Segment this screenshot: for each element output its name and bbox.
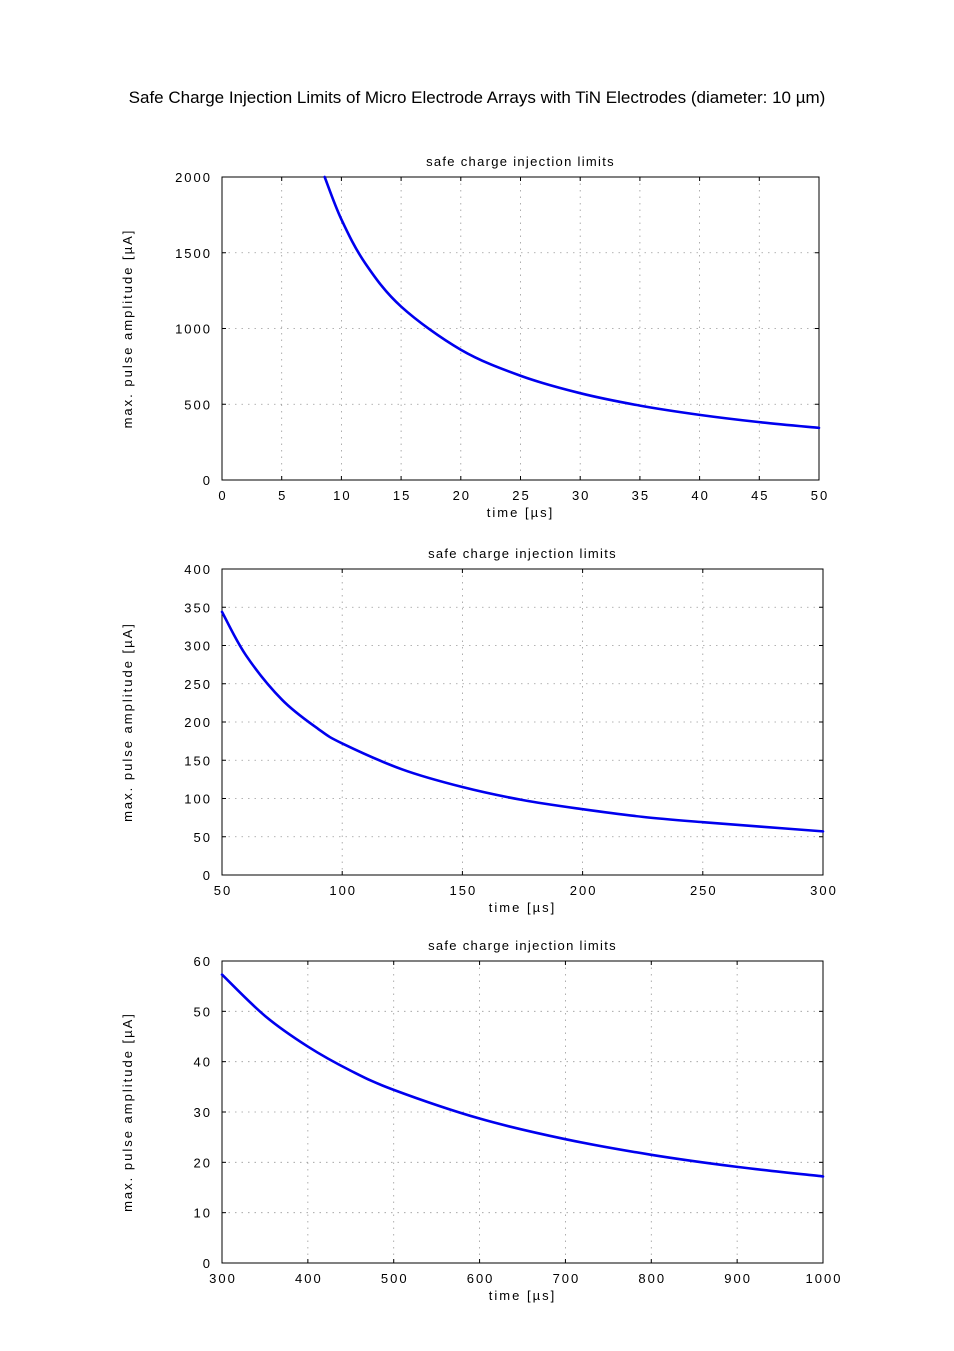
- y-tick-label: 30: [194, 1105, 212, 1120]
- x-tick-label: 1000: [806, 1271, 843, 1286]
- y-tick-label: 1500: [175, 246, 212, 261]
- x-tick-label: 20: [453, 488, 471, 503]
- y-tick-label: 350: [184, 600, 212, 615]
- x-tick-label: 25: [512, 488, 530, 503]
- page-title: Safe Charge Injection Limits of Micro El…: [128, 88, 826, 107]
- y-tick-label: 400: [184, 562, 212, 577]
- chart-title: safe charge injection limits: [428, 938, 617, 953]
- y-axis-label: max. pulse amplitude [µA]: [120, 622, 135, 822]
- x-tick-label: 200: [570, 883, 598, 898]
- x-tick-label: 700: [553, 1271, 581, 1286]
- x-tick-label: 300: [810, 883, 838, 898]
- series-line: [220, 973, 825, 1178]
- y-tick-label: 50: [194, 830, 212, 845]
- x-tick-label: 150: [450, 883, 478, 898]
- series-line: [220, 610, 825, 833]
- chart-title: safe charge injection limits: [428, 546, 617, 561]
- x-tick-label: 15: [393, 488, 411, 503]
- x-tick-label: 500: [381, 1271, 409, 1286]
- y-tick-label: 10: [194, 1206, 212, 1221]
- x-tick-label: 800: [638, 1271, 666, 1286]
- y-tick-label: 2000: [175, 170, 212, 185]
- x-tick-label: 300: [209, 1271, 237, 1286]
- series-line: [323, 175, 821, 430]
- chart-3: 300 400 500 600 700 800 900 1000 0 10 20 30 40 50 60 sa…: [120, 938, 843, 1303]
- y-tick-label: 0: [203, 1256, 212, 1271]
- x-axis-label: time [µs]: [487, 505, 554, 520]
- y-axis-label: max. pulse amplitude [µA]: [120, 229, 135, 429]
- y-tick-label: 0: [203, 473, 212, 488]
- x-tick-label: 5: [278, 488, 287, 503]
- x-tick-label: 10: [333, 488, 351, 503]
- y-tick-label: 100: [184, 792, 212, 807]
- x-tick-label: 100: [329, 883, 357, 898]
- x-tick-label: 35: [632, 488, 650, 503]
- y-tick-label: 150: [184, 753, 212, 768]
- x-tick-label: 50: [811, 488, 829, 503]
- chart-1: 0 5 10 15 20 25 30 35 40 45 500500100015002000safe…: [120, 154, 829, 520]
- chart-title: safe charge injection limits: [426, 154, 615, 169]
- x-tick-label: 0: [218, 488, 227, 503]
- x-tick-label: 45: [751, 488, 769, 503]
- x-tick-label: 40: [691, 488, 709, 503]
- x-tick-label: 400: [295, 1271, 323, 1286]
- y-tick-label: 300: [184, 639, 212, 654]
- x-tick-label: 30: [572, 488, 590, 503]
- x-tick-label: 900: [724, 1271, 752, 1286]
- y-tick-label: 250: [184, 677, 212, 692]
- y-tick-label: 0: [203, 868, 212, 883]
- y-tick-label: 60: [194, 954, 212, 969]
- x-axis-label: time [µs]: [489, 900, 556, 915]
- y-tick-label: 50: [194, 1004, 212, 1019]
- y-tick-label: 200: [184, 715, 212, 730]
- x-tick-label: 50: [214, 883, 232, 898]
- y-tick-label: 40: [194, 1055, 212, 1070]
- x-tick-label: 250: [690, 883, 718, 898]
- y-axis-label: max. pulse amplitude [µA]: [120, 1012, 135, 1212]
- y-tick-label: 20: [194, 1155, 212, 1170]
- x-tick-label: 600: [467, 1271, 495, 1286]
- x-axis-label: time [µs]: [489, 1288, 556, 1303]
- chart-2: 50 100 150 200 250 30005010015020025030035040…: [120, 546, 838, 915]
- y-tick-label: 500: [184, 397, 212, 412]
- y-tick-label: 1000: [175, 322, 212, 337]
